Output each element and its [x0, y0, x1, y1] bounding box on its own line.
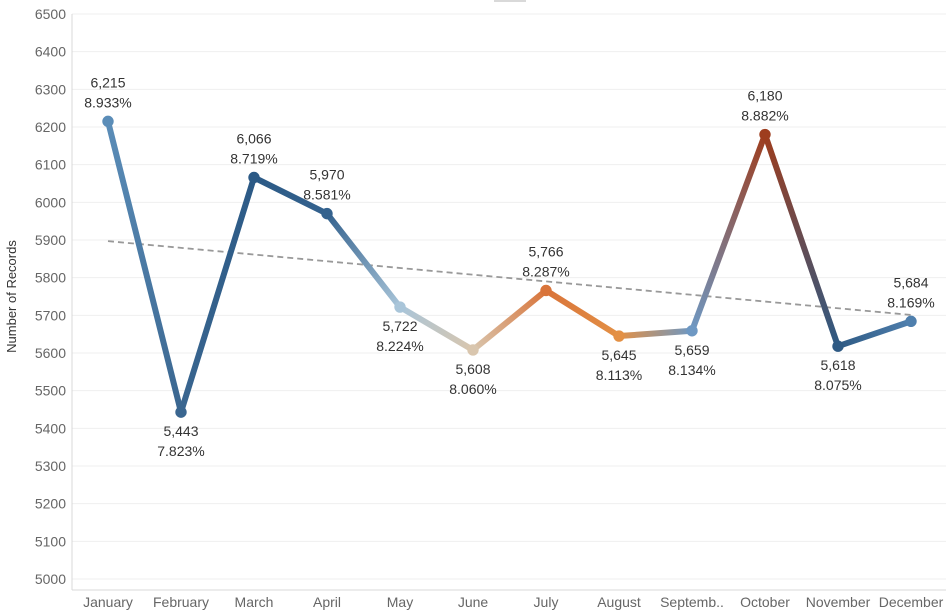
- clipped-title-fragment: [494, 0, 526, 2]
- x-tick-label: February: [153, 594, 209, 610]
- x-tick-label: April: [313, 594, 341, 610]
- percent-label: 8.075%: [814, 377, 861, 393]
- series-segment: [324, 210, 403, 311]
- data-point: [248, 171, 260, 184]
- value-label: 6,180: [747, 88, 782, 104]
- y-tick-label: 5200: [35, 496, 66, 512]
- y-tick-label: 5500: [35, 383, 66, 399]
- data-point: [175, 406, 187, 418]
- x-tick-label: July: [534, 594, 559, 610]
- percent-label: 8.134%: [668, 362, 715, 378]
- y-tick-label: 6400: [35, 44, 66, 60]
- y-tick-label: 5100: [35, 533, 66, 549]
- value-label: 5,659: [674, 342, 709, 358]
- series-segment: [616, 327, 695, 340]
- data-point: [540, 284, 552, 297]
- data-point: [686, 325, 698, 337]
- value-label: 5,618: [820, 357, 855, 373]
- y-tick-label: 6000: [35, 194, 66, 210]
- data-point: [832, 340, 844, 352]
- data-label-layer: 6,215 8.933% 5,443 7.823% 6,066 8.719% 5,970 8.…: [84, 74, 934, 459]
- series-layer: [102, 115, 917, 418]
- y-tick-label: 5800: [35, 270, 66, 286]
- y-tick-label: 5400: [35, 420, 66, 436]
- y-tick-label: 5000: [35, 571, 66, 587]
- x-tick-label: August: [597, 594, 641, 610]
- percent-label: 8.933%: [84, 94, 131, 110]
- series-segment: [251, 174, 330, 217]
- value-label: 6,066: [236, 130, 271, 146]
- series-segment: [762, 131, 841, 350]
- x-tick-label: November: [806, 594, 871, 610]
- value-label: 5,608: [455, 361, 490, 377]
- x-tick-label: Septemb..: [660, 594, 724, 610]
- percent-label: 8.113%: [596, 367, 642, 383]
- series-segment: [543, 287, 622, 340]
- percent-label: 8.224%: [376, 338, 423, 354]
- y-tick-label: 5900: [35, 232, 66, 248]
- axes: 5000 5100 5200 5300 5400 5500 5600 5700 5800 5900…: [4, 6, 946, 610]
- percent-label: 8.060%: [449, 381, 496, 397]
- x-tick-label: March: [235, 594, 274, 610]
- data-point: [759, 128, 771, 141]
- y-tick-label: 6300: [35, 81, 66, 97]
- data-point: [905, 315, 917, 328]
- y-tick-label: 6500: [35, 6, 66, 22]
- x-tick-label: January: [83, 594, 133, 610]
- data-point: [102, 115, 114, 128]
- series-segment: [178, 174, 257, 416]
- value-label: 5,684: [893, 274, 928, 290]
- series-segment: [835, 318, 914, 350]
- x-tick-label: June: [458, 594, 489, 610]
- series-segment: [105, 118, 184, 416]
- y-tick-label: 6100: [35, 157, 66, 173]
- value-label: 5,443: [163, 423, 198, 439]
- value-label: 5,766: [528, 243, 563, 259]
- percent-label: 8.581%: [303, 187, 350, 203]
- series-segment: [689, 131, 768, 334]
- value-label: 5,645: [601, 347, 636, 363]
- y-axis-title: Number of Records: [4, 240, 19, 353]
- trend-line-layer: [107, 240, 912, 316]
- gridlines: [72, 13, 946, 580]
- percent-label: 7.823%: [157, 443, 204, 459]
- percent-label: 8.882%: [741, 108, 788, 124]
- x-tick-label: May: [387, 594, 413, 610]
- y-tick-label: 5700: [35, 307, 66, 323]
- y-tick-label: 5300: [35, 458, 66, 474]
- data-point: [613, 330, 625, 342]
- y-tick-label: 5600: [35, 345, 66, 361]
- series-segment: [397, 304, 476, 353]
- value-label: 5,722: [382, 318, 417, 334]
- percent-label: 8.719%: [230, 150, 277, 166]
- percent-label: 8.287%: [522, 263, 569, 279]
- data-point: [394, 301, 406, 313]
- y-tick-label: 6200: [35, 119, 66, 135]
- data-point: [467, 344, 479, 356]
- series-segment: [470, 287, 549, 353]
- x-tick-label: December: [879, 594, 944, 610]
- value-label: 5,970: [309, 167, 344, 183]
- trend-line: [107, 240, 912, 316]
- data-point: [321, 207, 333, 220]
- x-tick-label: October: [740, 594, 790, 610]
- percent-label: 8.169%: [887, 294, 934, 310]
- value-label: 6,215: [90, 74, 125, 90]
